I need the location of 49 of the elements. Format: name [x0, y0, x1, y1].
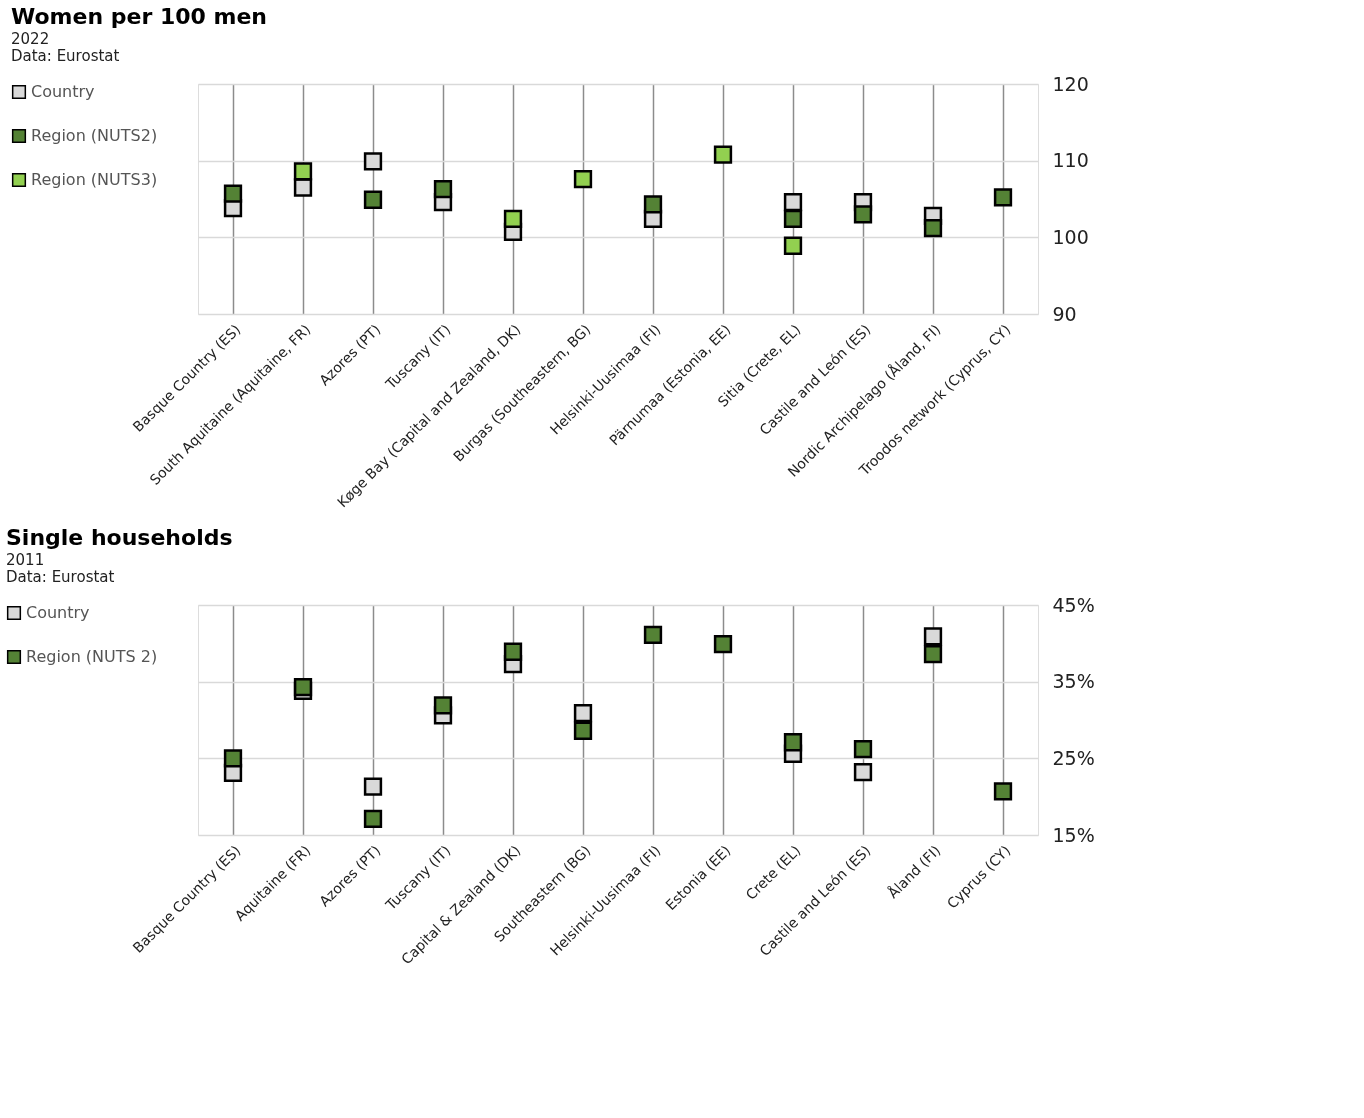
- y-tick-label: 45%: [1052, 593, 1095, 616]
- y-tick-label: 35%: [1052, 670, 1095, 693]
- point: [503, 642, 523, 661]
- point: [363, 809, 383, 829]
- y-tick-label: 120: [1052, 72, 1089, 95]
- legend-label: Region (NUTS 2): [26, 647, 158, 666]
- point: [923, 644, 943, 664]
- point: [783, 733, 803, 752]
- point: [993, 188, 1013, 207]
- point: [853, 762, 873, 782]
- point: [923, 218, 943, 238]
- point: [573, 703, 593, 723]
- legend-label: Country: [31, 82, 95, 101]
- point: [363, 152, 383, 171]
- y-tick-label: 15%: [1052, 823, 1095, 846]
- y-tick-label: 110: [1052, 149, 1089, 172]
- text: Data: Eurostat: [6, 568, 115, 586]
- point: [993, 782, 1013, 801]
- point: [783, 192, 803, 212]
- point: [573, 721, 593, 740]
- y-tick-label: 25%: [1052, 746, 1095, 769]
- text: 2011: [6, 551, 45, 569]
- point: [363, 777, 383, 796]
- point: [783, 209, 803, 229]
- legend-label: Country: [26, 603, 90, 622]
- point: [713, 145, 733, 164]
- legend-label: Region (NUTS3): [31, 170, 158, 189]
- point: [363, 190, 383, 209]
- point: [853, 739, 873, 759]
- chart-title: Single households: [6, 525, 233, 550]
- point: [713, 634, 733, 654]
- text: Data: Eurostat: [11, 47, 120, 65]
- point: [853, 205, 873, 224]
- point: [783, 236, 803, 255]
- chart-title: Women per 100 men: [11, 4, 268, 29]
- text: 2022: [11, 30, 50, 48]
- point: [293, 162, 313, 181]
- y-tick-label: 90: [1052, 302, 1077, 325]
- point: [643, 625, 663, 645]
- point: [433, 179, 453, 199]
- point: [503, 209, 523, 229]
- point: [433, 696, 453, 715]
- point: [573, 169, 593, 189]
- point: [643, 195, 663, 214]
- point: [923, 627, 943, 646]
- point: [223, 184, 243, 203]
- point: [223, 749, 243, 768]
- y-tick-label: 100: [1052, 225, 1089, 248]
- legend-label: Region (NUTS2): [31, 126, 158, 145]
